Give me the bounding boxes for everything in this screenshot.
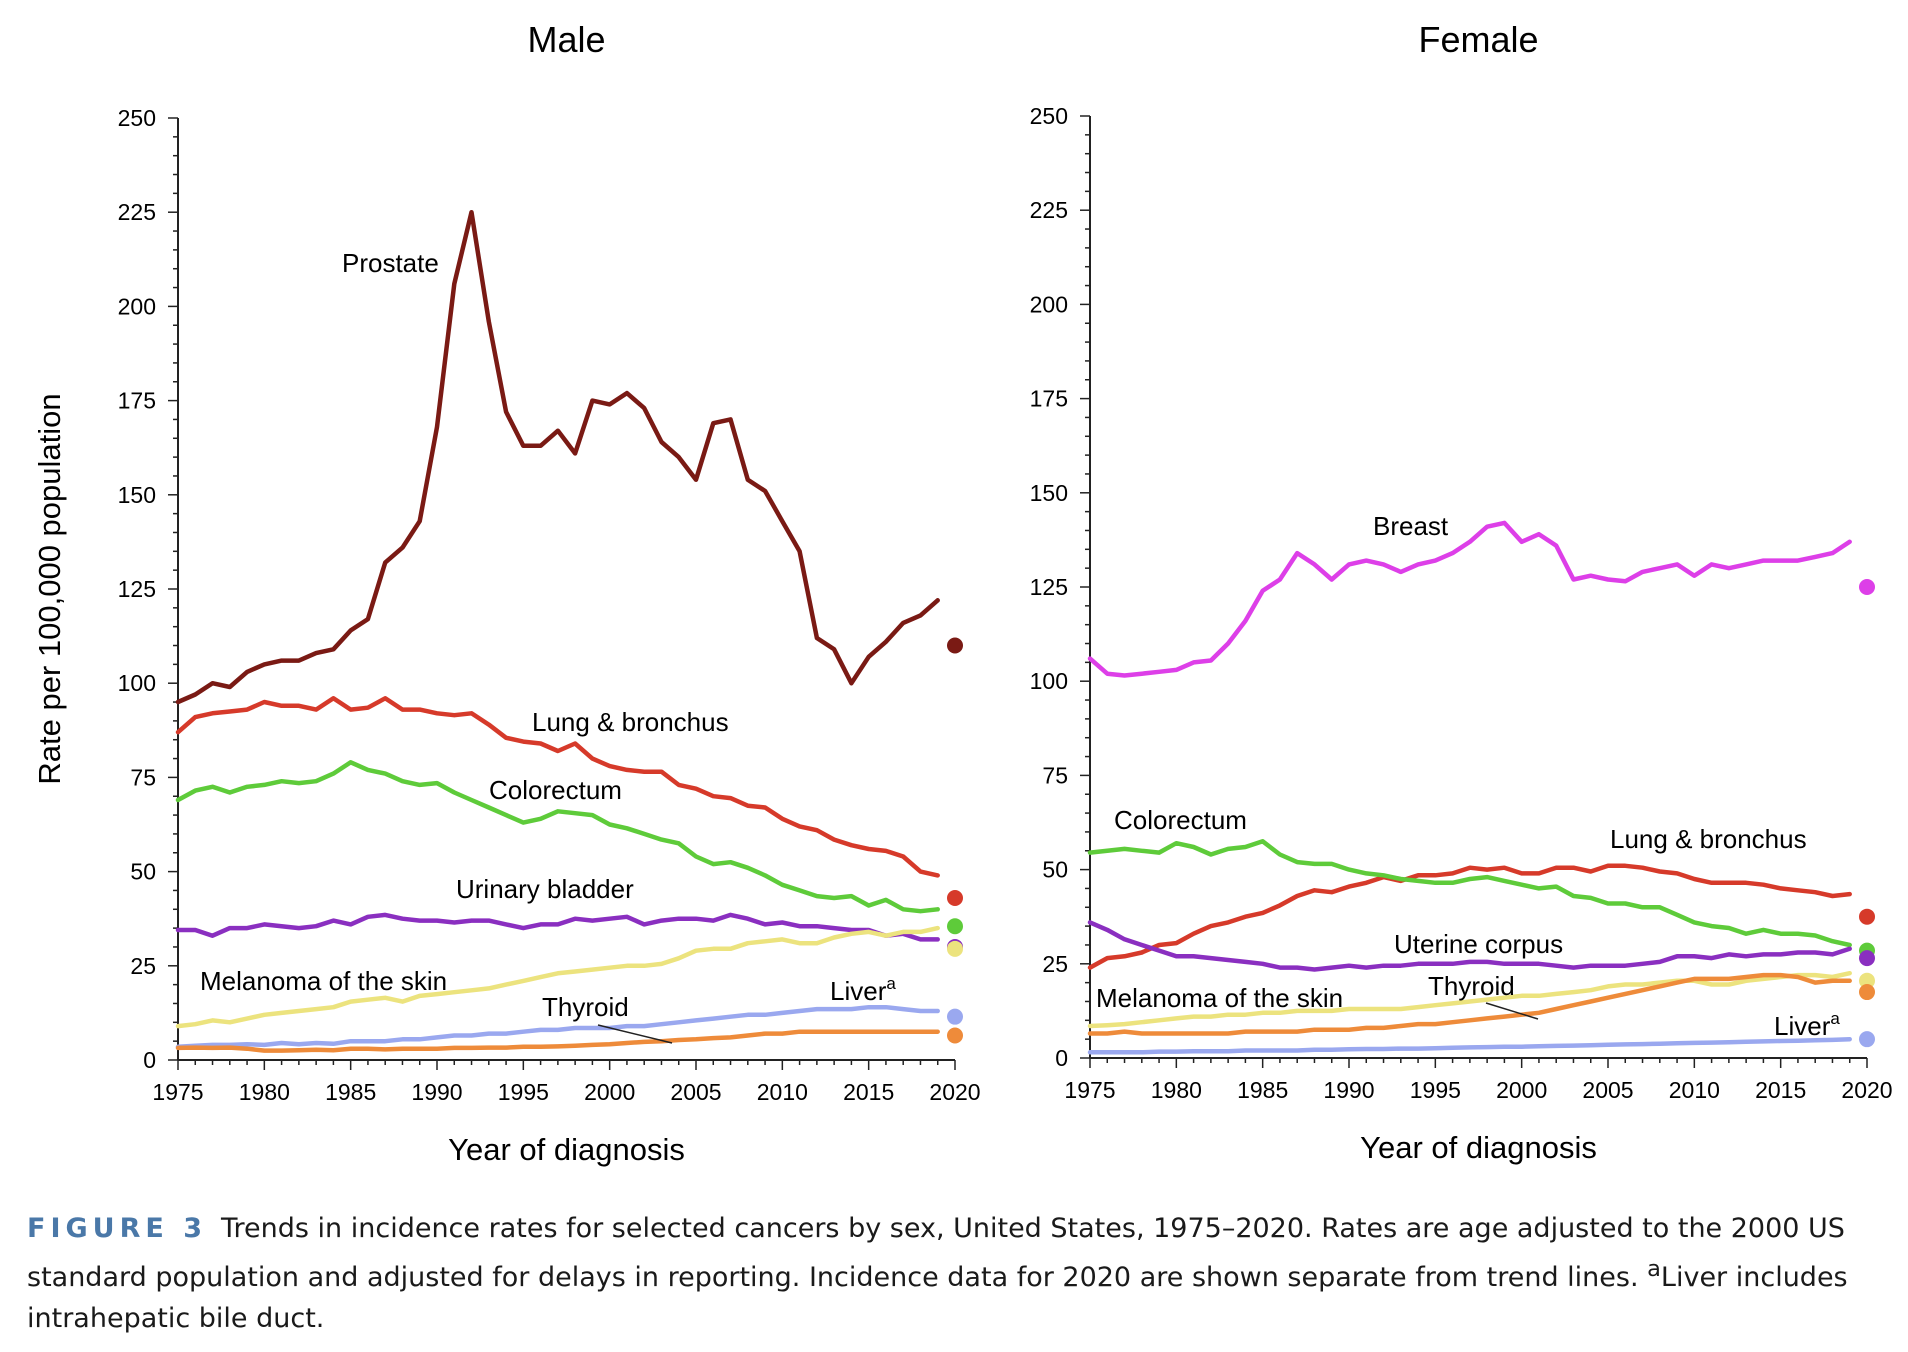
y-tick-label: 25 — [130, 953, 156, 979]
x-tick-label: 2015 — [843, 1079, 894, 1105]
point-2020-thyroid — [1859, 984, 1875, 1001]
series-line-melanoma-of-the-skin — [1087, 970, 1852, 1029]
series-label-breast: Breast — [1373, 511, 1449, 541]
x-tick-label: 2000 — [1496, 1077, 1547, 1103]
series-label-melanoma-of-the-skin: Melanoma of the skin — [200, 966, 447, 996]
series-line-liver — [175, 1004, 940, 1050]
series-label-melanoma-of-the-skin: Melanoma of the skin — [1096, 983, 1343, 1013]
series-line-uterine-corpus — [1087, 920, 1852, 972]
series-line-breast — [1087, 520, 1852, 678]
point-2020-lung-and-bronchus — [947, 889, 963, 906]
series-line-lung-and-bronchus — [1087, 863, 1852, 970]
series-label-uterine-corpus: Uterine corpus — [1394, 929, 1563, 959]
y-tick-label: 150 — [118, 482, 156, 508]
y-tick-label: 75 — [1042, 762, 1068, 788]
point-2020-liver — [947, 1008, 963, 1025]
y-tick-label: 225 — [118, 199, 156, 225]
y-tick-label: 125 — [1030, 574, 1068, 600]
y-axis-label: Rate per 100,000 population — [32, 393, 67, 784]
x-tick-label: 1975 — [152, 1079, 203, 1105]
point-2020-melanoma-of-the-skin — [1859, 972, 1875, 989]
panel-title: Female — [1418, 19, 1538, 60]
caption-text-end: Liver includes intrahepatic bile duct. — [27, 1262, 1848, 1334]
x-tick-label: 1980 — [239, 1079, 290, 1105]
y-tick-label: 0 — [1055, 1045, 1068, 1071]
series-label-colorectum: Colorectum — [1114, 805, 1247, 835]
point-2020-melanoma-of-the-skin — [947, 940, 963, 957]
series-label-lung-and-bronchus: Lung & bronchus — [1610, 824, 1807, 854]
x-tick-label: 1975 — [1064, 1077, 1115, 1103]
y-tick-label: 75 — [130, 764, 156, 790]
panel-title: Male — [527, 19, 605, 60]
y-tick-label: 100 — [1030, 668, 1068, 694]
y-tick-label: 250 — [1030, 103, 1068, 129]
x-tick-label: 2005 — [1582, 1077, 1633, 1103]
point-2020-breast — [1859, 579, 1875, 595]
series-line-melanoma-of-the-skin — [175, 925, 940, 1029]
x-tick-label: 1990 — [411, 1079, 462, 1105]
x-tick-label: 1995 — [1410, 1077, 1461, 1103]
series-line-lung-and-bronchus — [175, 696, 940, 878]
series-label-liver: Livera — [1774, 1009, 1840, 1041]
y-tick-label: 0 — [143, 1047, 156, 1073]
x-tick-label: 2015 — [1755, 1077, 1806, 1103]
series-label-liver: Livera — [830, 974, 896, 1006]
series-line-thyroid — [175, 1029, 940, 1053]
male-panel: Male 0 25 50 75 100 125 150 175 200 225 250 1975 1980… — [32, 19, 981, 1167]
series-line-colorectum — [175, 760, 940, 914]
series-line-prostate — [175, 209, 940, 705]
point-2020-liver — [1859, 1031, 1875, 1048]
y-tick-label: 225 — [1030, 197, 1068, 223]
y-tick-label: 50 — [1042, 857, 1068, 883]
series-label-colorectum: Colorectum — [489, 775, 622, 805]
series-line-liver — [1087, 1036, 1852, 1055]
leader-line-thyroid — [597, 1024, 673, 1044]
point-2020-prostate — [947, 637, 963, 654]
x-tick-label: 1985 — [325, 1079, 376, 1105]
x-tick-label: 1985 — [1237, 1077, 1288, 1103]
series-label-prostate: Prostate — [342, 248, 439, 278]
x-axis-label: Year of diagnosis — [1360, 1130, 1597, 1165]
y-tick-label: 250 — [118, 105, 156, 131]
y-tick-label: 175 — [1030, 386, 1068, 412]
x-tick-label: 1980 — [1151, 1077, 1202, 1103]
x-tick-label: 2010 — [1669, 1077, 1720, 1103]
series-label-lung-and-bronchus: Lung & bronchus — [532, 707, 729, 737]
series-label-urinary-bladder: Urinary bladder — [456, 874, 634, 904]
x-tick-label: 2000 — [584, 1079, 635, 1105]
y-tick-label: 200 — [118, 293, 156, 319]
x-tick-label: 2020 — [929, 1079, 980, 1105]
caption-superscript: a — [1647, 1256, 1661, 1282]
y-tick-label: 100 — [118, 670, 156, 696]
leader-line-thyroid — [1485, 1002, 1539, 1020]
point-2020-colorectum — [947, 918, 963, 935]
x-tick-label: 1990 — [1323, 1077, 1374, 1103]
y-tick-label: 50 — [130, 859, 156, 885]
x-axis-label: Year of diagnosis — [448, 1132, 685, 1167]
series-line-colorectum — [1087, 839, 1852, 948]
series-line-thyroid — [1087, 972, 1852, 1036]
series-label-thyroid: Thyroid — [1428, 971, 1515, 1001]
y-tick-label: 175 — [118, 388, 156, 414]
figure-caption: FIGURE 3 Trends in incidence rates for se… — [27, 1208, 1887, 1339]
caption-text: Trends in incidence rates for selected c… — [27, 1213, 1845, 1293]
point-2020-thyroid — [947, 1027, 963, 1044]
x-tick-label: 1995 — [498, 1079, 549, 1105]
point-2020-lung-and-bronchus — [1859, 908, 1875, 925]
y-tick-label: 25 — [1042, 951, 1068, 977]
x-tick-label: 2005 — [670, 1079, 721, 1105]
figure-label: FIGURE 3 — [27, 1213, 207, 1244]
y-tick-label: 125 — [118, 576, 156, 602]
x-tick-label: 2020 — [1841, 1077, 1892, 1103]
series-line-urinary-bladder — [175, 912, 940, 942]
y-tick-label: 200 — [1030, 291, 1068, 317]
y-tick-label: 150 — [1030, 480, 1068, 506]
female-panel: Female 0 25 50 75 100 125 150 175 200 225 250 1975 19… — [1030, 19, 1893, 1165]
point-2020-uterine-corpus — [1859, 950, 1875, 967]
series-label-thyroid: Thyroid — [542, 992, 629, 1022]
x-tick-label: 2010 — [757, 1079, 808, 1105]
